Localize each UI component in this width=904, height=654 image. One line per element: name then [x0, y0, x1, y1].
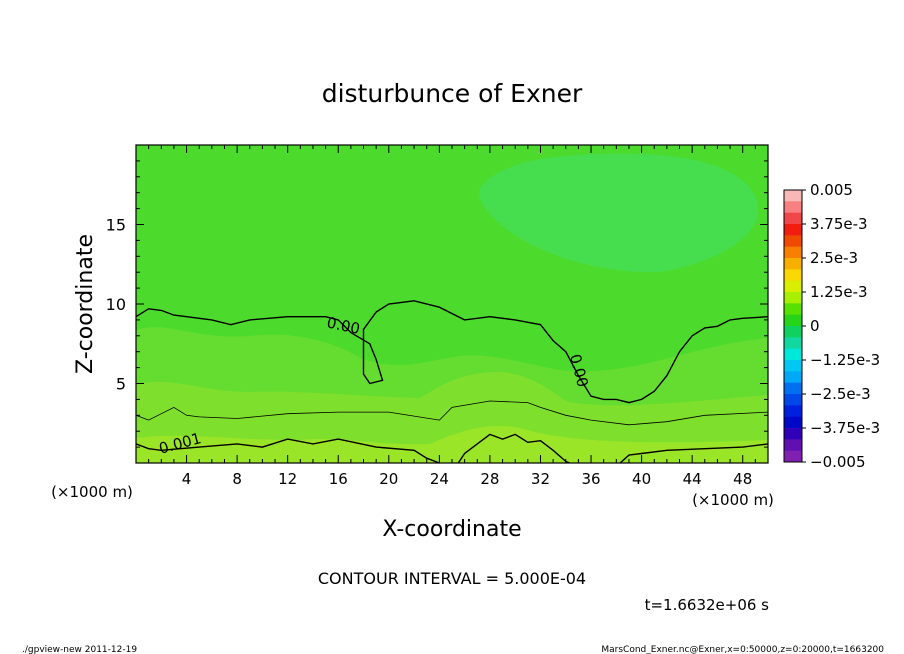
- colorbar-swatch: [784, 348, 802, 361]
- colorbar-swatch: [784, 303, 802, 316]
- colorbar-swatch: [784, 450, 802, 463]
- colorbar-swatch: [784, 292, 802, 304]
- colorbar-swatch: [784, 337, 802, 350]
- colorbar-swatch: [784, 439, 802, 452]
- colorbar-label: 0.005: [810, 181, 853, 199]
- x-axis-label: X-coordinate: [382, 517, 521, 542]
- colorbar-swatch: [784, 382, 802, 395]
- y-tick-label: 10: [106, 295, 126, 314]
- x-tick-label: 16: [329, 470, 348, 488]
- time-label: t=1.6632e+06 s: [645, 596, 770, 614]
- colorbar-label: 2.5e-3: [810, 249, 858, 267]
- colorbar-swatch: [784, 394, 802, 406]
- colorbar-swatch: [784, 280, 802, 293]
- x-tick-label: 44: [683, 470, 702, 488]
- colorbar-swatch: [784, 246, 802, 259]
- upper-right-low-field: [479, 153, 759, 273]
- x-tick-label: 36: [581, 470, 600, 488]
- footer-right: MarsCond_Exner.nc@Exner,x=0:50000,z=0:20…: [601, 645, 884, 654]
- x-tick-label: 48: [733, 470, 752, 488]
- x-tick-label: 40: [632, 470, 651, 488]
- contour-line-2: [136, 438, 440, 463]
- z-unit-label: (×1000 m): [51, 483, 133, 501]
- x-tick-label: 20: [379, 470, 398, 488]
- colorbar: 0.005 3.75e-3 2.5e-3 1.25e-3 0 −1.25e-3 −2.5e-…: [783, 181, 880, 471]
- colorbar-swatch: [784, 405, 802, 418]
- colorbar-swatch: [784, 416, 802, 429]
- contour-interval-text: CONTOUR INTERVAL = 5.000E-04: [318, 569, 586, 588]
- contour-line-1: [136, 400, 768, 426]
- colorbar-swatch: [784, 235, 802, 248]
- x-tick-label: 4: [182, 470, 192, 488]
- x-tick-label: 24: [430, 470, 449, 488]
- colorbar-swatch: [784, 371, 802, 384]
- contour-layer: [136, 300, 768, 463]
- colorbar-swatch: [784, 314, 802, 327]
- colorbar-swatch: [784, 190, 802, 202]
- colorbar-label: −0.005: [810, 453, 866, 471]
- colorbar-label: −3.75e-3: [810, 419, 880, 437]
- colorbar-swatch: [784, 224, 802, 236]
- colorbar-swatch: [784, 269, 802, 282]
- colorbar-swatch: [784, 212, 802, 225]
- y-tick-label: 5: [116, 375, 126, 394]
- colorbar-label: 0: [810, 317, 820, 335]
- x-tick-label: 32: [531, 470, 550, 488]
- contour-line-3: [457, 433, 570, 463]
- band-bottom: [136, 425, 768, 463]
- contour-line-4: [619, 443, 768, 463]
- colorbar-label: 3.75e-3: [810, 215, 868, 233]
- footer-left: ./gpview-new 2011-12-19: [22, 645, 137, 654]
- colorbar-label: −2.5e-3: [810, 385, 871, 403]
- colorbar-swatch: [784, 428, 802, 440]
- y-axis-label: Z-coordinate: [73, 234, 98, 374]
- colorbar-label: −1.25e-3: [810, 351, 880, 369]
- colorbar-label: 1.25e-3: [810, 283, 868, 301]
- x-tick-label: 28: [480, 470, 499, 488]
- colorbar-swatch: [784, 360, 802, 372]
- x-tick-label: 12: [278, 470, 297, 488]
- colorbar-swatch: [784, 201, 802, 214]
- plot-area: [136, 145, 768, 463]
- x-unit-label: (×1000 m): [692, 491, 774, 509]
- colorbar-swatch: [784, 326, 802, 338]
- colorbar-swatch: [784, 258, 802, 270]
- y-tick-label: 15: [106, 216, 126, 235]
- contour-line-0: [136, 300, 768, 404]
- x-tick-label: 8: [232, 470, 242, 488]
- chart-title: disturbunce of Exner: [322, 79, 583, 108]
